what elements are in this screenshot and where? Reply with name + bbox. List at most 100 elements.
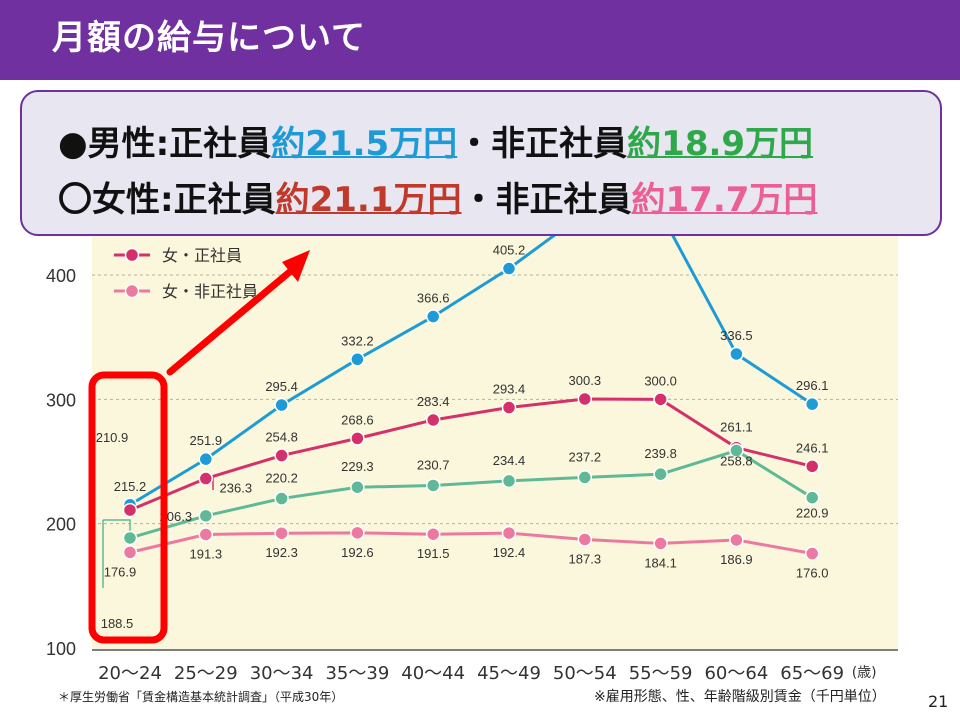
series-0-label-4: 366.6	[417, 291, 450, 306]
callout-line-male: ●男性:正社員約21.5万円・非正社員約18.9万円	[58, 116, 813, 165]
series-0-point-1	[198, 451, 214, 467]
series-1-label-2: 254.8	[265, 430, 298, 445]
series-line-3	[129, 531, 813, 555]
series-3-label-4: 191.5	[417, 546, 450, 561]
series-3-label-5: 192.4	[493, 545, 526, 560]
series-1-label-9: 246.1	[796, 440, 829, 455]
callout-male-middle: ・非正社員	[457, 124, 628, 164]
series-line-0	[129, 230, 814, 507]
slide-title: 月額の給与について	[52, 18, 366, 58]
legend-label-1: 女・非正社員	[162, 282, 258, 301]
series-1-point-9	[804, 459, 820, 474]
series-3-label-6: 187.3	[569, 551, 602, 566]
series-2-label-6: 237.2	[569, 449, 602, 464]
source-note: ＊厚生労働省「賃金構造基本統計調査」（平成30年）	[58, 690, 344, 704]
x-tick-label-6: 50〜54	[553, 663, 617, 684]
y-tick-label-200: 200	[46, 515, 76, 535]
callout-female-prefix: 〇女性:正社員	[58, 180, 276, 220]
series-0-label-9: 296.1	[796, 378, 829, 393]
series-3-label-7: 184.1	[644, 555, 677, 570]
series-1-point-6	[577, 391, 593, 407]
unit-note: ※雇用形態、性、年齢階級別賃金（千円単位）	[594, 689, 886, 705]
series-0-point-5	[501, 261, 517, 276]
series-1-point-7	[653, 392, 668, 407]
series-1-label-3: 268.6	[341, 412, 374, 427]
series-0-label-1: 251.9	[190, 433, 223, 448]
series-2-label-5: 234.4	[493, 453, 526, 468]
series-1-label-4: 283.4	[417, 394, 450, 409]
series-3-point-2	[274, 525, 289, 541]
callout-male-nonregular-value: 約18.9万円	[627, 124, 814, 164]
x-tick-label-1: 25〜29	[174, 663, 238, 684]
x-unit-label: (歳)	[852, 665, 877, 681]
series-2-label-9: 220.9	[796, 506, 829, 521]
plot-background	[92, 230, 898, 650]
series-2-label-2: 220.2	[265, 471, 298, 486]
series-3-point-3	[350, 525, 365, 541]
series-0-point-3	[350, 352, 365, 367]
x-tick-label-3: 35〜39	[325, 663, 389, 684]
page-number: 21	[928, 692, 949, 711]
series-2-point-5	[501, 473, 517, 489]
series-line-1	[129, 397, 813, 512]
y-tick-label-300: 300	[46, 390, 76, 410]
summary-callout: ●男性:正社員約21.5万円・非正社員約18.9万円 〇女性:正社員約21.1万…	[20, 90, 942, 236]
series-3-label-0: 176.9	[104, 564, 137, 579]
series-3-point-8	[729, 532, 744, 548]
y-tick-label-100: 100	[46, 639, 76, 659]
callout-female-nonregular-value: 約17.7万円	[631, 180, 818, 220]
series-group	[102, 230, 820, 588]
series-2-point-7	[653, 466, 668, 482]
callout-male-prefix: ●男性:正社員	[58, 124, 272, 164]
series-0-label-0: 215.2	[114, 479, 147, 494]
series-1-point-0	[122, 502, 138, 518]
series-1-point-1	[198, 471, 214, 486]
callout-line-female: 〇女性:正社員約21.1万円・非正社員約17.7万円	[58, 172, 817, 221]
x-tick-label-8: 60〜64	[704, 663, 768, 684]
series-2-point-4	[425, 478, 441, 493]
series-1-point-4	[425, 412, 441, 428]
series-0-label-5: 405.2	[493, 243, 526, 258]
series-3-label-3: 192.6	[341, 545, 374, 560]
series-2-label-0: 188.5	[101, 616, 134, 631]
x-tick-label-0: 20〜24	[98, 663, 162, 684]
title-bar: 月額の給与について	[0, 0, 960, 80]
callout-female-middle: ・非正社員	[461, 180, 632, 220]
x-tick-label-7: 55〜59	[629, 663, 693, 684]
series-3-label-1: 191.3	[190, 546, 223, 561]
series-2-label-1: 206.3	[160, 509, 193, 524]
series-2-point-6	[577, 470, 593, 485]
series-line-2	[129, 449, 813, 540]
series-3-point-5	[501, 525, 517, 541]
series-3-label-9: 176.0	[796, 566, 829, 581]
series-2-point-0	[122, 530, 138, 546]
series-0-point-4	[425, 309, 441, 324]
series-2-point-8	[729, 443, 744, 458]
series-0-point-8	[729, 346, 744, 362]
x-tick-label-9: 65〜69	[780, 663, 844, 684]
series-1-point-3	[350, 431, 365, 446]
highlight-arrow-head	[282, 250, 310, 282]
series-1-point-2	[274, 448, 289, 463]
series-2-label-8: 258.8	[720, 454, 753, 469]
series-0-point-9	[804, 396, 820, 412]
legend-marker-1	[124, 283, 140, 299]
series-2-point-1	[198, 508, 214, 524]
series-0-label-8: 336.5	[720, 328, 753, 343]
series-1-label-0: 210.9	[96, 430, 129, 445]
x-tick-label-5: 45〜49	[477, 663, 541, 684]
series-2-point-3	[350, 479, 365, 495]
series-3-point-6	[577, 532, 593, 547]
series-0-point-2	[274, 397, 289, 413]
series-3-point-9	[804, 546, 820, 561]
series-1-label-8: 261.1	[720, 420, 753, 435]
legend-marker-0	[124, 247, 140, 263]
series-1-label-1: 236.3	[220, 481, 253, 496]
series-2-point-9	[804, 490, 820, 505]
series-3-point-7	[653, 536, 668, 551]
highlight-box	[88, 371, 168, 644]
series-1-label-5: 293.4	[493, 382, 526, 397]
series-0-label-3: 332.2	[341, 333, 374, 348]
series-2-label-4: 230.7	[417, 457, 450, 472]
